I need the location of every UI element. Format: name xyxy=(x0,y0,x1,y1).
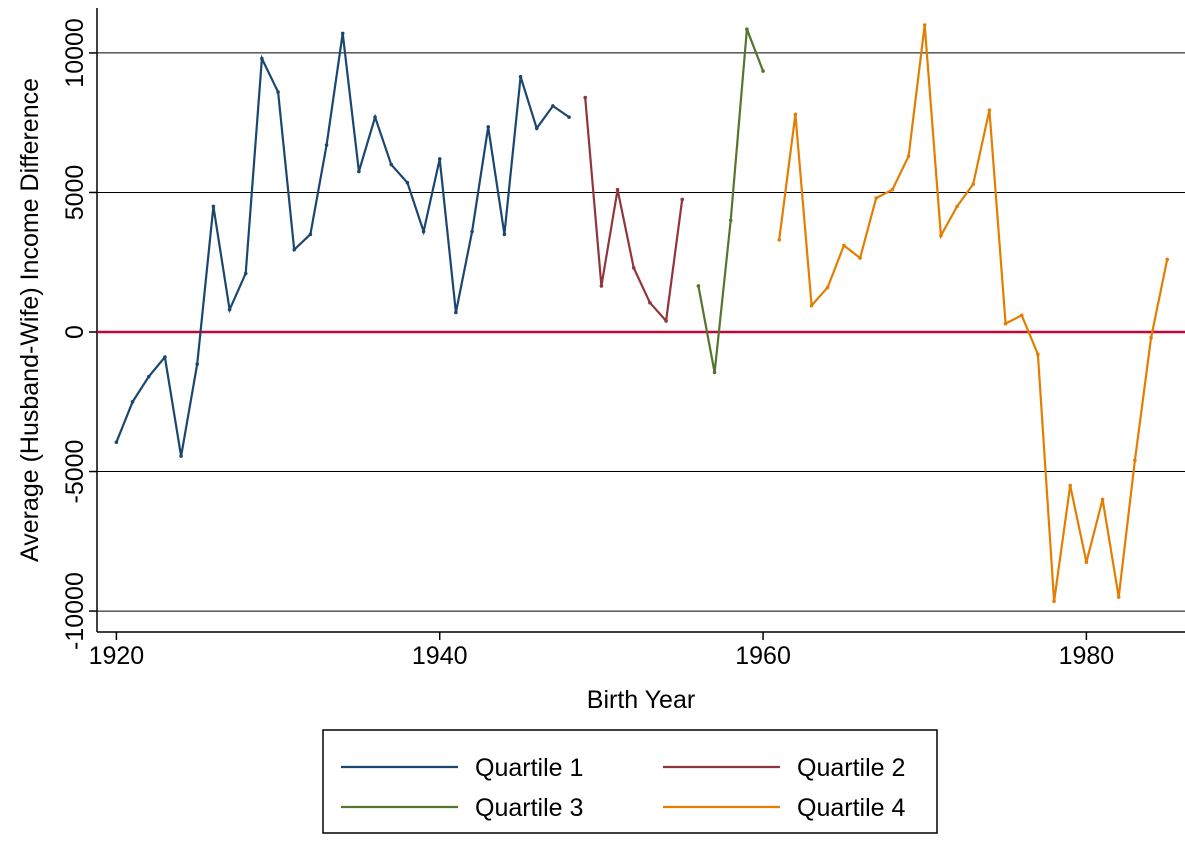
point xyxy=(809,303,814,308)
point xyxy=(179,454,183,458)
point xyxy=(1116,595,1121,599)
point xyxy=(470,229,474,234)
point xyxy=(583,95,588,100)
point xyxy=(890,187,895,192)
y-tick-label: -10000 xyxy=(61,572,89,650)
point xyxy=(534,126,539,131)
point xyxy=(405,180,410,185)
legend-box xyxy=(322,729,938,834)
point xyxy=(631,266,636,270)
point xyxy=(939,233,943,238)
point xyxy=(260,56,264,61)
point xyxy=(1052,599,1056,604)
series-line xyxy=(115,33,570,457)
point xyxy=(421,229,426,234)
series-line xyxy=(584,97,684,324)
point xyxy=(340,31,345,36)
point xyxy=(615,187,620,192)
point xyxy=(454,310,458,315)
point xyxy=(1036,352,1040,357)
point xyxy=(292,247,297,252)
point xyxy=(551,104,555,108)
point xyxy=(373,115,377,119)
point xyxy=(389,162,394,167)
point xyxy=(874,196,879,200)
point xyxy=(922,23,927,27)
point xyxy=(955,204,959,209)
point xyxy=(276,90,280,94)
x-tick-label: 1980 xyxy=(1059,642,1115,670)
point xyxy=(486,125,491,129)
y-tick-label: 10000 xyxy=(61,18,89,88)
point xyxy=(195,362,200,366)
point xyxy=(227,307,232,312)
point xyxy=(437,157,442,161)
point xyxy=(728,218,733,223)
point xyxy=(1019,313,1024,318)
x-tick-label: 1960 xyxy=(735,642,791,670)
y-tick-label: -5000 xyxy=(61,440,89,504)
point xyxy=(745,27,749,32)
point xyxy=(163,355,167,359)
point xyxy=(1084,560,1089,565)
point xyxy=(712,370,717,375)
y-tick-label: 0 xyxy=(61,325,89,339)
point xyxy=(1003,321,1008,326)
y-tick-label: 5000 xyxy=(61,165,89,221)
point xyxy=(114,440,119,445)
x-tick-label: 1920 xyxy=(89,642,145,670)
point xyxy=(599,284,604,288)
point xyxy=(793,112,798,117)
point xyxy=(1149,335,1153,340)
point xyxy=(1068,483,1073,488)
point xyxy=(324,143,329,147)
y-axis-title: Average (Husband-Wife) Income Difference xyxy=(16,78,44,562)
point xyxy=(502,232,507,237)
point xyxy=(777,238,782,242)
point xyxy=(987,108,992,112)
series-line xyxy=(697,28,765,373)
point xyxy=(1165,257,1170,262)
point xyxy=(357,169,361,174)
point xyxy=(696,284,701,288)
point xyxy=(518,74,523,79)
legend-label: Quartile 2 xyxy=(797,754,905,782)
x-tick-label: 1940 xyxy=(412,642,468,670)
point xyxy=(1100,497,1105,502)
point xyxy=(664,319,668,323)
point xyxy=(858,256,862,260)
point xyxy=(648,300,652,305)
legend-label: Quartile 3 xyxy=(475,794,583,822)
point xyxy=(971,182,976,186)
point xyxy=(680,197,685,202)
point xyxy=(825,285,830,290)
series-line xyxy=(778,24,1169,602)
point xyxy=(567,115,571,119)
point xyxy=(146,374,151,379)
x-axis-title: Birth Year xyxy=(587,686,695,714)
point xyxy=(211,204,216,209)
point xyxy=(1133,458,1137,463)
point xyxy=(243,271,248,276)
legend-label: Quartile 1 xyxy=(475,754,583,782)
point xyxy=(308,232,313,237)
point xyxy=(130,399,135,404)
point xyxy=(906,154,911,158)
point xyxy=(842,243,846,248)
legend-label: Quartile 4 xyxy=(797,794,905,822)
point xyxy=(761,69,765,73)
